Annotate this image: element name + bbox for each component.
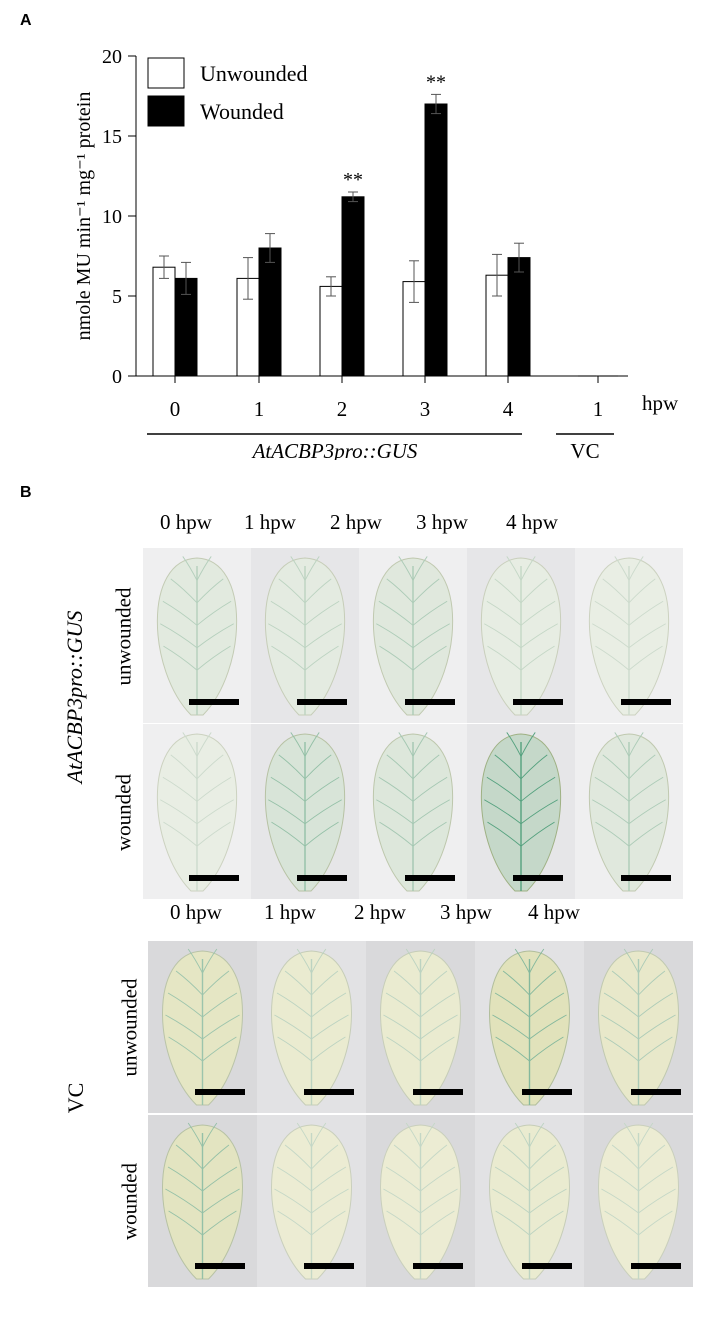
bar-wounded bbox=[258, 247, 282, 377]
leaf-photo bbox=[257, 941, 366, 1113]
legend-label-wounded: Wounded bbox=[200, 99, 284, 124]
scale-bar bbox=[621, 875, 671, 881]
significance-mark: ** bbox=[343, 169, 363, 191]
column-label: 0 hpw bbox=[160, 510, 212, 534]
x-axis-label: hpw bbox=[642, 391, 679, 415]
leaf-photo bbox=[251, 548, 359, 723]
y-tick-label: 20 bbox=[102, 46, 122, 68]
scale-bar bbox=[513, 699, 563, 705]
legend-swatch-wounded bbox=[147, 95, 185, 127]
leaf-photo bbox=[143, 724, 251, 899]
bar-unwounded bbox=[152, 266, 176, 377]
column-label: 1 hpw bbox=[244, 510, 296, 534]
y-tick-label: 0 bbox=[112, 366, 122, 388]
y-tick-label: 10 bbox=[102, 206, 122, 228]
leaf-photo bbox=[475, 1115, 584, 1287]
scale-bar bbox=[513, 875, 563, 881]
scale-bar bbox=[621, 699, 671, 705]
row-label-wounded: wounded bbox=[117, 1163, 142, 1240]
scale-bar bbox=[522, 1263, 572, 1269]
leaf-photo bbox=[359, 548, 467, 723]
significance-mark: ** bbox=[426, 71, 446, 93]
group-label: VC bbox=[570, 439, 599, 460]
leaf-photo bbox=[475, 941, 584, 1113]
x-tick-label: 1 bbox=[254, 397, 265, 421]
leaf-photo bbox=[251, 724, 359, 899]
row-label-unwounded: unwounded bbox=[117, 978, 142, 1077]
scale-bar bbox=[297, 699, 347, 705]
leaf-photo bbox=[467, 724, 575, 899]
y-axis-label: nmole MU min⁻¹ mg⁻¹ protein bbox=[73, 92, 95, 341]
scale-bar bbox=[189, 699, 239, 705]
scale-bar bbox=[413, 1263, 463, 1269]
column-label: 3 hpw bbox=[416, 510, 468, 534]
leaf-photo bbox=[143, 548, 251, 723]
scale-bar bbox=[297, 875, 347, 881]
scale-bar bbox=[304, 1089, 354, 1095]
leaf-photo bbox=[366, 1115, 475, 1287]
panel-b-letter: B bbox=[20, 484, 32, 501]
x-tick-label: 1 bbox=[593, 397, 604, 421]
leaf-photo bbox=[257, 1115, 366, 1287]
genotype-label: AtACBP3pro::GUS bbox=[62, 610, 87, 784]
leaf-photo bbox=[366, 941, 475, 1113]
leaf-photo bbox=[584, 941, 693, 1113]
x-tick-label: 4 bbox=[503, 397, 514, 421]
leaf-photo bbox=[359, 724, 467, 899]
column-label: 3 hpw bbox=[440, 900, 492, 924]
leaf-photo bbox=[584, 1115, 693, 1287]
bar-wounded bbox=[424, 103, 448, 377]
row-label-wounded: wounded bbox=[111, 773, 136, 851]
scale-bar bbox=[189, 875, 239, 881]
scale-bar bbox=[195, 1089, 245, 1095]
y-tick-label: 5 bbox=[112, 286, 122, 308]
panel-a-letter: A bbox=[20, 12, 32, 29]
bar-unwounded bbox=[319, 285, 343, 377]
column-label: 2 hpw bbox=[354, 900, 406, 924]
bar-wounded bbox=[507, 257, 531, 377]
scale-bar bbox=[405, 699, 455, 705]
legend-swatch-unwounded bbox=[147, 57, 185, 89]
leaf-photo bbox=[148, 1115, 257, 1287]
x-tick-label: 3 bbox=[420, 397, 431, 421]
x-tick-label: 2 bbox=[337, 397, 348, 421]
row-label-unwounded: unwounded bbox=[111, 587, 136, 685]
scale-bar bbox=[304, 1263, 354, 1269]
column-label: 1 hpw bbox=[264, 900, 316, 924]
scale-bar bbox=[405, 875, 455, 881]
group-label: AtACBP3pro::GUS bbox=[251, 439, 418, 460]
y-tick-label: 15 bbox=[102, 126, 122, 148]
column-label: 0 hpw bbox=[170, 900, 222, 924]
column-label: 4 hpw bbox=[528, 900, 580, 924]
x-tick-label: 0 bbox=[170, 397, 181, 421]
legend-label-unwounded: Unwounded bbox=[200, 61, 308, 86]
bar-wounded bbox=[341, 196, 365, 377]
scale-bar bbox=[631, 1089, 681, 1095]
leaf-photo bbox=[575, 548, 683, 723]
column-label: 2 hpw bbox=[330, 510, 382, 534]
scale-bar bbox=[522, 1089, 572, 1095]
leaf-photo bbox=[467, 548, 575, 723]
scale-bar bbox=[413, 1089, 463, 1095]
leaf-photo bbox=[148, 941, 257, 1113]
leaf-photo bbox=[575, 724, 683, 899]
column-label: 4 hpw bbox=[506, 510, 558, 534]
scale-bar bbox=[195, 1263, 245, 1269]
scale-bar bbox=[631, 1263, 681, 1269]
genotype-label: VC bbox=[63, 1082, 88, 1114]
